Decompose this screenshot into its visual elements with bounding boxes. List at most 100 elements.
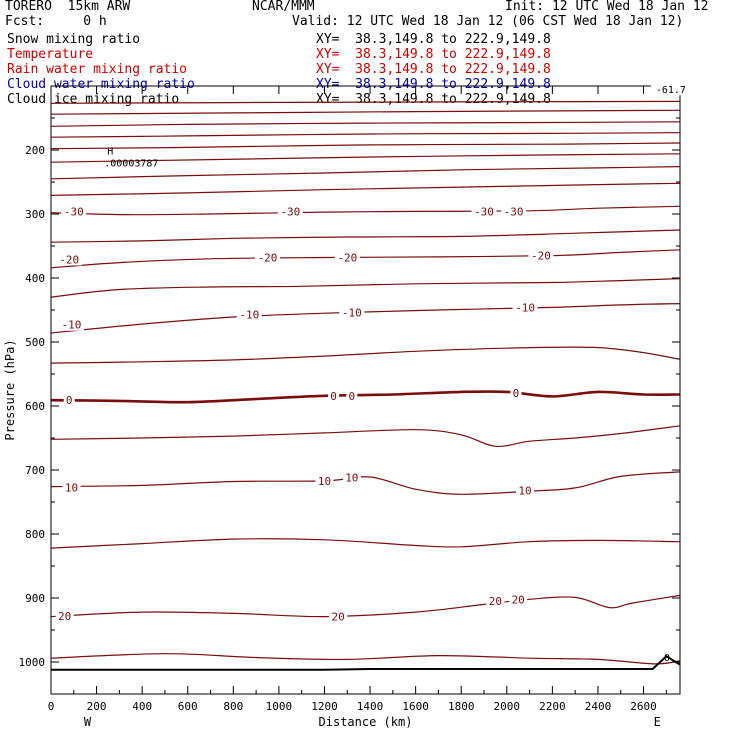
isotherm-line (50, 303, 681, 334)
isotherm-line (50, 153, 681, 163)
model-title: TORERO 15km ARW (5, 0, 131, 14)
contour-label: 10 (345, 472, 358, 485)
x-tick-label: 600 (178, 700, 198, 713)
x-tick-label: 400 (132, 700, 152, 713)
contour-label: 10 (318, 475, 331, 488)
x-tick-label: 1800 (448, 700, 475, 713)
forecast-hour: Fcst: 0 h (5, 14, 107, 29)
isotherm-line (50, 109, 681, 115)
contour-label-bg (63, 394, 75, 407)
isotherm-line (50, 346, 681, 364)
x-tick-label: 1600 (402, 700, 429, 713)
contour-label-bg (329, 610, 348, 623)
contour-label-bg (339, 306, 365, 319)
west-label: W (84, 715, 92, 729)
contour-label-bg (486, 595, 505, 608)
init-time: Init: 12 UTC Wed 18 Jan 12 (505, 0, 709, 14)
y-tick-label: 1000 (19, 656, 46, 669)
east-label: E (654, 715, 661, 729)
contour-label-bg (342, 471, 361, 484)
contour-label: 0 (66, 394, 73, 407)
x-tick-label: 800 (223, 700, 243, 713)
contour-label-bg (236, 308, 262, 321)
contour-label: -10 (62, 319, 82, 332)
y-tick-label: 900 (25, 592, 45, 605)
top-right-label-bg (650, 83, 691, 96)
contour-label: -10 (342, 307, 362, 320)
contour-label-bg (277, 205, 303, 218)
x-tick-label: 1000 (266, 700, 293, 713)
contour-label: 10 (65, 481, 78, 494)
isotherm-line (50, 390, 681, 404)
contour-label: 20 (489, 595, 502, 608)
contour-label-bg (501, 205, 527, 218)
isotherm-line (50, 471, 681, 495)
contour-label-bg (255, 251, 281, 264)
x-tick-label: 1200 (311, 700, 338, 713)
isotherm-line (50, 249, 681, 269)
contour-label: 0 (513, 387, 520, 400)
y-tick-label: 800 (25, 528, 45, 541)
terrain-line (51, 654, 681, 671)
contour-label-bg (334, 251, 360, 264)
isotherm-line (50, 205, 681, 216)
contour-label: -30 (280, 205, 300, 218)
plot-frame (50, 85, 681, 695)
isotherm-line (50, 278, 681, 298)
contour-label: 10 (518, 484, 531, 497)
contour-label-bg (509, 593, 528, 606)
contour-label-bg (315, 474, 334, 487)
contour-label-bg (528, 249, 554, 262)
x-tick-label: 1400 (357, 700, 384, 713)
isotherm-line (50, 594, 681, 618)
contour-label: 20 (512, 593, 525, 606)
contour-label-bg (62, 481, 81, 494)
isotherm-line (50, 182, 681, 196)
isotherm-line (50, 132, 681, 138)
top-right-label: -61.7 (656, 85, 686, 96)
contour-label: -30 (474, 205, 494, 218)
org-title: NCAR/MMM (252, 0, 315, 14)
x-tick-label: 200 (87, 700, 107, 713)
terrain-label: 0 (664, 653, 670, 664)
contour-label: 20 (58, 610, 71, 623)
field-rain-label: Rain water mixing ratio (7, 62, 188, 77)
x-tick-label: 2200 (539, 700, 566, 713)
contour-label: -10 (239, 308, 259, 321)
field-snow-label: Snow mixing ratio (7, 32, 141, 47)
isotherm-line (50, 229, 681, 243)
y-tick-label: 500 (25, 336, 45, 349)
isotherm-line (50, 166, 681, 180)
isotherm-line (50, 425, 681, 448)
field-cloudwater-xy: XY= 38.3,149.8 to 222.9,149.8 (316, 77, 551, 92)
field-temperature-label: Temperature (7, 47, 94, 62)
field-rain-xy: XY= 38.3,149.8 to 222.9,149.8 (316, 62, 551, 77)
field-snow-xy: XY= 38.3,149.8 to 222.9,149.8 (316, 32, 551, 47)
contour-label: 0 (330, 390, 337, 403)
isotherm-line (50, 653, 681, 665)
contour-label: -30 (504, 205, 524, 218)
contour-label-bg (56, 253, 82, 266)
contour-label-bg (346, 389, 358, 402)
contour-label: -20 (337, 252, 357, 265)
y-tick-label: 200 (25, 144, 45, 157)
contour-label: 20 (332, 611, 345, 624)
y-tick-label: 400 (25, 272, 45, 285)
isotherm-line (50, 142, 681, 150)
x-axis-title: Distance (km) (319, 715, 413, 729)
contour-label-bg (55, 609, 74, 622)
contour-label-bg (516, 484, 535, 497)
isotherm-line (50, 100, 681, 104)
contour-label-bg (61, 205, 87, 218)
contour-label: -20 (531, 250, 551, 263)
contour-label: -10 (515, 301, 535, 314)
contour-label-bg (510, 387, 522, 400)
x-tick-label: 2400 (585, 700, 612, 713)
x-tick-label: 0 (48, 700, 55, 713)
contour-label-bg (471, 205, 497, 218)
max-marker-label: H (107, 146, 113, 157)
field-cloudice-xy: XY= 38.3,149.8 to 222.9,149.8 (316, 92, 551, 107)
y-axis-title: Pressure (hPa) (3, 339, 17, 440)
x-tick-label: 2600 (630, 700, 657, 713)
